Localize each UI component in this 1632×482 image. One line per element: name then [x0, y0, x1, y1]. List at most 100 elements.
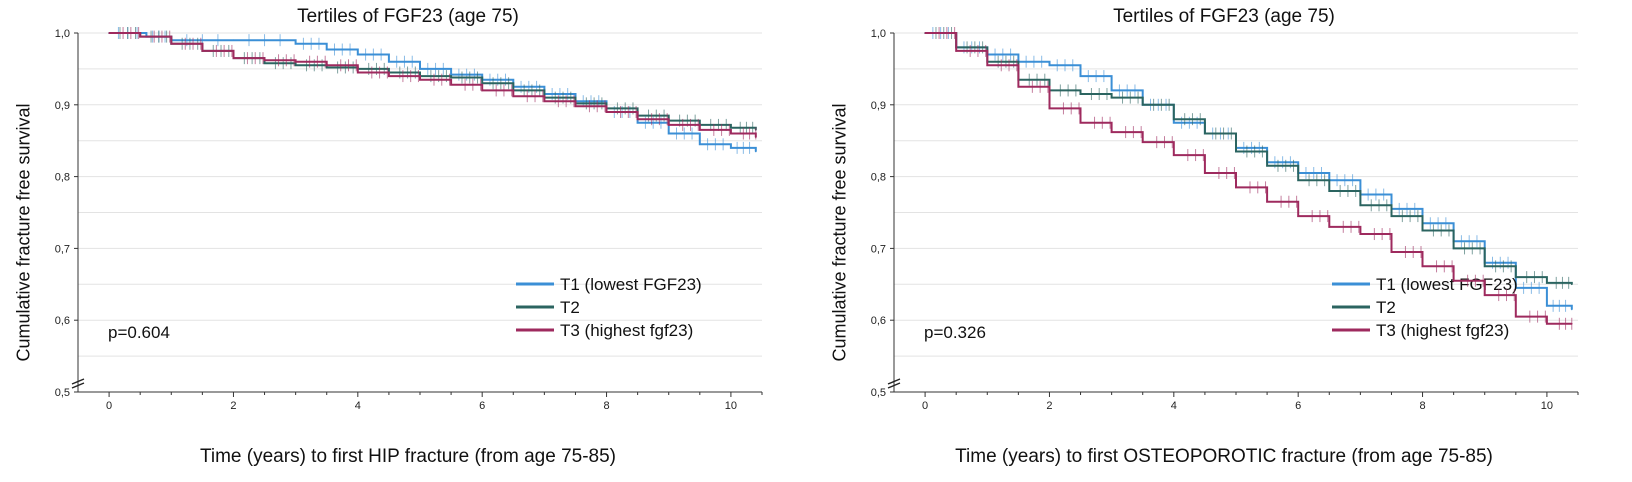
legend-label: T2: [560, 298, 580, 317]
x-tick-label: 10: [725, 400, 737, 412]
data-point: [605, 111, 608, 113]
y-tick-label: 0,9: [55, 100, 70, 112]
legend-label: T2: [1376, 298, 1396, 317]
data-point: [1110, 96, 1113, 99]
data-point: [1297, 179, 1299, 181]
data-point: [108, 32, 110, 34]
data-point: [1546, 322, 1548, 325]
data-point: [294, 42, 297, 45]
data-point: [924, 32, 926, 34]
series-t3-highest-fgf23: [924, 27, 1573, 330]
data-point: [139, 35, 141, 38]
data-point: [357, 53, 359, 56]
data-point: [1141, 104, 1144, 106]
series-t1-lowest-fgf23: [108, 27, 757, 154]
data-point: [636, 118, 639, 120]
data-point: [699, 129, 701, 131]
x-tick-label: 10: [1541, 400, 1553, 412]
p-value-annotation: p=0.326: [924, 323, 986, 342]
axis-break-mark: [887, 378, 901, 385]
data-point: [1204, 172, 1206, 174]
data-point: [1421, 229, 1424, 232]
y-tick-label: 0,7: [871, 243, 886, 255]
data-point: [325, 66, 328, 69]
data-point: [1204, 132, 1206, 135]
km-plot-osteoporotic: 0,5 0,6 0,7 0,8 0,9 1,0 0 2 4 6 8 10 T1 (lowest FGF2…: [871, 27, 1579, 412]
data-point: [325, 48, 328, 51]
data-point: [1017, 86, 1020, 88]
axis-break-mark: [71, 382, 85, 389]
data-point: [1266, 200, 1268, 203]
data-point: [481, 89, 483, 92]
data-point: [1483, 265, 1486, 268]
p-value-annotation: p=0.604: [108, 323, 170, 342]
data-point: [263, 59, 266, 62]
data-point: [1235, 186, 1237, 189]
x-tick-label: 8: [603, 400, 609, 412]
y-tick-label: 1,0: [871, 28, 886, 40]
legend-label: T1 (lowest FGF23): [560, 275, 702, 294]
data-point: [1079, 93, 1082, 95]
y-tick-label: 0,8: [55, 172, 70, 184]
data-point: [1452, 279, 1455, 282]
data-point: [1452, 247, 1455, 250]
data-point: [1110, 89, 1113, 92]
legend-label: T3 (highest fgf23): [1376, 321, 1509, 340]
data-point: [1079, 121, 1082, 124]
x-axis-label: Time (years) to first HIP fracture (from…: [199, 446, 616, 467]
y-tick-label: 1,0: [55, 28, 70, 40]
y-tick-label: 0,6: [871, 315, 886, 327]
axis-break-mark: [887, 382, 901, 389]
data-point: [1141, 141, 1144, 143]
data-point: [1079, 75, 1082, 77]
data-point: [636, 121, 639, 124]
data-point: [667, 124, 670, 126]
chart-title: Tertiles of FGF23 (age 75): [297, 6, 519, 27]
x-tick-label: 0: [106, 400, 112, 412]
series-t2: [924, 27, 1573, 289]
data-point: [1173, 121, 1175, 124]
data-point: [1515, 287, 1517, 289]
data-point: [1359, 204, 1362, 207]
data-point: [450, 73, 452, 76]
data-point: [1546, 305, 1548, 307]
data-point: [1173, 154, 1175, 156]
data-point: [1390, 251, 1393, 253]
series-t2-line: [925, 32, 1573, 285]
series-t3-highest-fgf23-line: [109, 32, 757, 138]
data-point: [955, 50, 957, 52]
data-point: [1515, 315, 1517, 318]
data-point: [170, 42, 173, 45]
data-point: [730, 147, 732, 149]
x-axis-label: Time (years) to first OSTEOPOROTIC fract…: [955, 446, 1493, 467]
data-point: [699, 143, 701, 146]
data-point: [388, 60, 390, 63]
data-point: [450, 83, 452, 86]
data-point: [1235, 150, 1237, 153]
series-t1-lowest-fgf23: [924, 27, 1573, 312]
data-point: [667, 132, 670, 135]
data-point: [1110, 131, 1113, 133]
chart-panel-hip: Tertiles of FGF23 (age 75) Cumulative fr…: [14, 6, 763, 467]
data-point: [263, 62, 266, 64]
data-point: [481, 82, 483, 85]
data-point: [419, 68, 421, 70]
x-tick-label: 6: [1295, 400, 1301, 412]
data-point: [1515, 276, 1517, 278]
data-point: [574, 105, 577, 108]
data-point: [419, 78, 421, 81]
data-point: [1266, 165, 1268, 167]
x-tick-label: 0: [922, 400, 928, 412]
y-tick-label: 0,9: [871, 100, 886, 112]
data-point: [388, 75, 390, 77]
data-point: [1483, 294, 1486, 296]
data-point: [325, 64, 328, 67]
data-point: [754, 150, 757, 153]
x-tick-label: 4: [1171, 400, 1177, 412]
data-point: [1328, 190, 1331, 192]
data-point: [730, 126, 732, 129]
data-point: [450, 76, 452, 79]
y-tick-label: 0,6: [55, 315, 70, 327]
data-point: [232, 57, 235, 59]
series-t3-highest-fgf23: [108, 27, 757, 140]
